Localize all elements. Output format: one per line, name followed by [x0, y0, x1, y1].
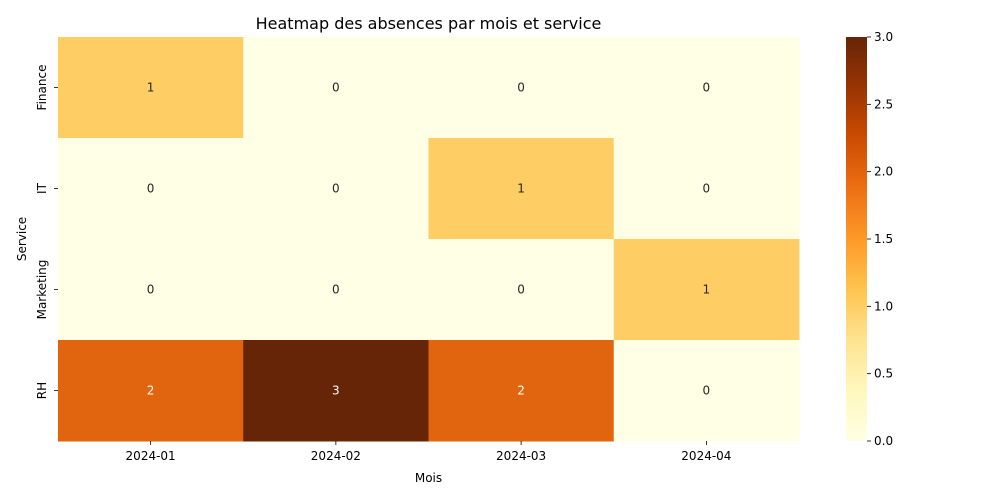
- heatmap-cell: [58, 239, 244, 341]
- colorbar-ticks: 0.0 0.5 1.0 1.5 2.0 2.5 3.0: [867, 30, 893, 448]
- heatmap-cell: [613, 37, 800, 139]
- cell-value-label: 0: [703, 182, 711, 196]
- colorbar-tick-label: 1.5: [874, 232, 893, 246]
- cell-value-label: 0: [147, 182, 155, 196]
- x-tick-label: 2024-02: [311, 449, 361, 463]
- heatmap-cell: [243, 239, 429, 341]
- colorbar-tick-label: 3.0: [874, 30, 893, 44]
- colorbar: [846, 37, 867, 441]
- chart-title: Heatmap des absences par mois et service: [256, 14, 602, 33]
- heatmap-cell: [428, 340, 615, 442]
- y-axis-label: Service: [15, 217, 29, 261]
- cell-value-label: 0: [147, 283, 155, 297]
- cell-value-label: 0: [517, 81, 525, 95]
- heatmap-cell: [428, 239, 615, 341]
- y-tick-label: RH: [35, 382, 49, 399]
- x-axis-ticks: 2024-01 2024-02 2024-03 2024-04: [126, 441, 731, 463]
- cell-value-label: 1: [517, 182, 525, 196]
- cell-value-label: 1: [147, 81, 155, 95]
- cell-value-label: 0: [703, 384, 711, 398]
- heatmap-cell: [428, 37, 615, 139]
- heatmap-cell: [243, 138, 429, 240]
- heatmap-cells: 1 0 0 0 0 0 1 0 0 0 0 1 2 3 2 0: [58, 37, 800, 442]
- y-tick-label: Marketing: [35, 260, 49, 320]
- heatmap-cell: [243, 37, 429, 139]
- cell-value-label: 0: [332, 283, 340, 297]
- y-tick-label: Finance: [35, 65, 49, 111]
- cell-value-label: 0: [703, 81, 711, 95]
- colorbar-tick-label: 2.0: [874, 165, 893, 179]
- cell-value-label: 0: [332, 182, 340, 196]
- heatmap-cell: [58, 138, 244, 240]
- colorbar-tick-label: 0.0: [874, 434, 893, 448]
- heatmap-cell: [58, 340, 244, 442]
- colorbar-tick-label: 0.5: [874, 367, 893, 381]
- y-axis-ticks: Finance IT Marketing RH: [35, 65, 58, 399]
- cell-value-label: 3: [332, 384, 340, 398]
- x-tick-label: 2024-03: [496, 449, 546, 463]
- cell-value-label: 0: [517, 283, 525, 297]
- heatmap-cell: [613, 239, 800, 341]
- heatmap-cell: [243, 340, 429, 442]
- y-tick-label: IT: [35, 182, 49, 194]
- x-tick-label: 2024-01: [126, 449, 176, 463]
- x-axis-label: Mois: [415, 471, 442, 485]
- heatmap-cell: [613, 138, 800, 240]
- heatmap-cell: [58, 37, 244, 139]
- heatmap-cell: [613, 340, 800, 442]
- cell-value-label: 2: [517, 384, 525, 398]
- heatmap-cell: [428, 138, 615, 240]
- colorbar-tick-label: 1.0: [874, 299, 893, 313]
- x-tick-label: 2024-04: [681, 449, 731, 463]
- colorbar-tick-label: 2.5: [874, 97, 893, 111]
- cell-value-label: 2: [147, 384, 155, 398]
- cell-value-label: 0: [332, 81, 340, 95]
- cell-value-label: 1: [703, 283, 711, 297]
